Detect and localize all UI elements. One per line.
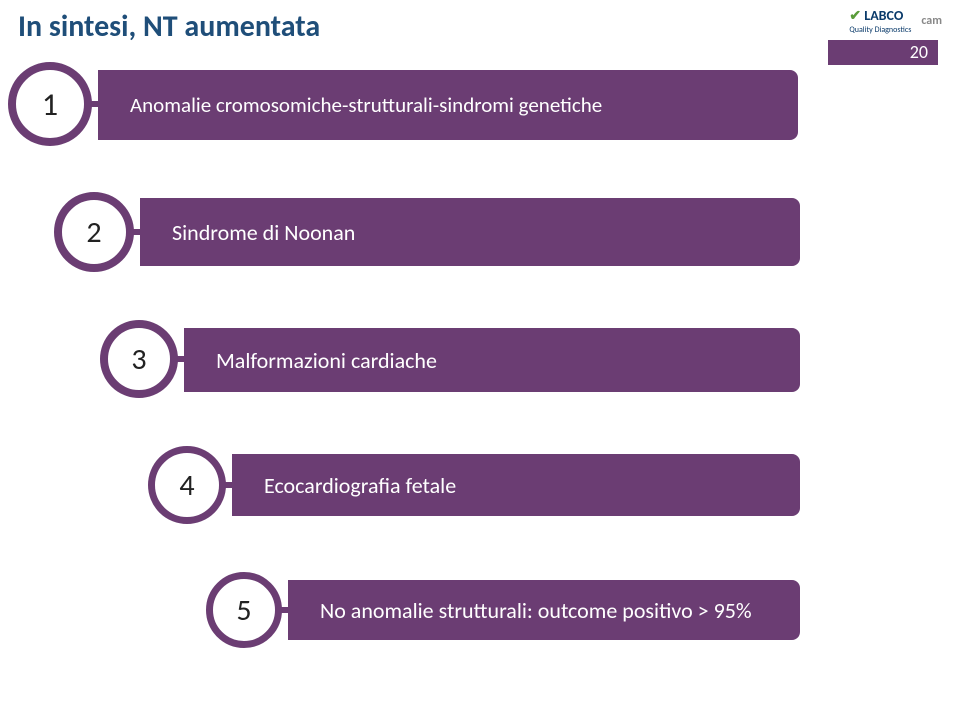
list-circle-5: 5 bbox=[206, 572, 282, 648]
cam-logo: cam bbox=[921, 14, 942, 28]
list-bar-5: No anomalie strutturali: outcome positiv… bbox=[288, 580, 800, 640]
labco-text: LABCO bbox=[864, 7, 903, 24]
list-bar-label: Ecocardiografia fetale bbox=[264, 472, 456, 499]
list-circle-2: 2 bbox=[54, 192, 134, 272]
list-bar-1: Anomalie cromosomiche-strutturali-sindro… bbox=[98, 70, 798, 140]
list-bar-label: Malformazioni cardiache bbox=[216, 347, 437, 374]
list-bar-3: Malformazioni cardiache bbox=[184, 328, 800, 392]
list-circle-1: 1 bbox=[8, 62, 92, 146]
list-circle-number: 5 bbox=[236, 592, 251, 629]
list-bar-2: Sindrome di Noonan bbox=[140, 198, 800, 266]
list-circle-number: 1 bbox=[42, 85, 58, 124]
list-circle-3: 3 bbox=[100, 320, 178, 398]
list-bar-label: Anomalie cromosomiche-strutturali-sindro… bbox=[130, 92, 602, 118]
logo-area: ✔ LABCO Quality Diagnostics cam bbox=[849, 6, 942, 35]
slide-title: In sintesi, NT aumentata bbox=[18, 8, 320, 45]
page-number: 20 bbox=[828, 40, 938, 65]
list-circle-number: 2 bbox=[86, 214, 101, 251]
list-bar-4: Ecocardiografia fetale bbox=[232, 454, 800, 516]
labco-tagline: Quality Diagnostics bbox=[849, 25, 911, 35]
labco-logo: ✔ LABCO Quality Diagnostics bbox=[849, 6, 911, 35]
list-circle-4: 4 bbox=[148, 446, 226, 524]
list-circle-number: 4 bbox=[179, 467, 194, 504]
list-circle-number: 3 bbox=[131, 341, 146, 378]
list-bar-label: No anomalie strutturali: outcome positiv… bbox=[320, 597, 752, 624]
list-bar-label: Sindrome di Noonan bbox=[172, 219, 355, 246]
